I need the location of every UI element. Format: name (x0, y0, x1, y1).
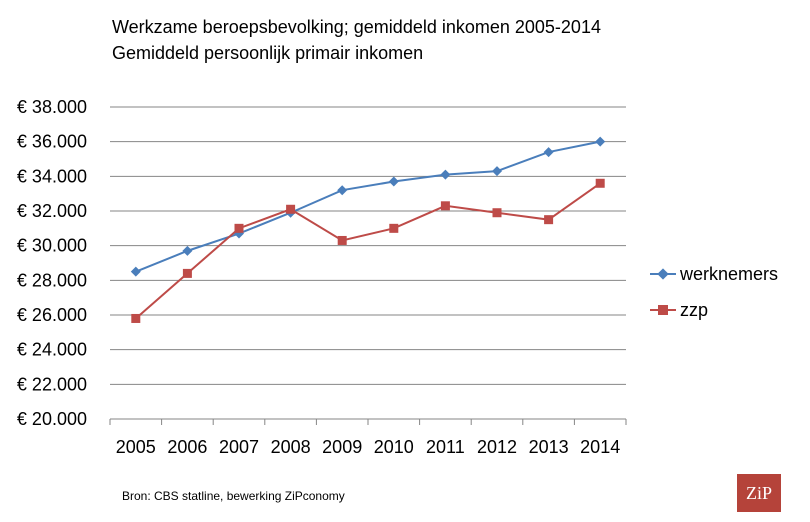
x-tick-label-2010: 2010 (374, 437, 414, 457)
y-tick-label-26000: € 26.000 (17, 305, 87, 325)
legend-swatch-werknemers (650, 267, 676, 281)
point-werknemers-2013 (543, 147, 554, 158)
point-zzp-2006 (182, 268, 192, 278)
point-werknemers-2005 (130, 266, 141, 277)
y-tick-label-30000: € 30.000 (17, 236, 87, 256)
y-tick-label-34000: € 34.000 (17, 166, 87, 186)
y-tick-label-22000: € 22.000 (17, 374, 87, 394)
chart-subtitle: Gemiddeld persoonlijk primair inkomen (112, 43, 424, 63)
source-note: Bron: CBS statline, bewerking ZiPconomy (122, 489, 345, 503)
y-tick-label-24000: € 24.000 (17, 340, 87, 360)
chart-title-block: Werkzame beroepsbevolking; gemiddeld ink… (112, 14, 601, 66)
point-zzp-2007 (234, 223, 244, 233)
y-tick-label-36000: € 36.000 (17, 132, 87, 152)
zip-logo: ZiP (737, 474, 781, 512)
point-werknemers-2014 (595, 136, 606, 147)
chart-legend: werknemers zzp (650, 256, 778, 328)
point-zzp-2009 (337, 235, 347, 245)
y-tick-label-32000: € 32.000 (17, 201, 87, 221)
legend-label-werknemers: werknemers (680, 263, 779, 284)
point-zzp-2005 (131, 313, 141, 323)
point-werknemers-2011 (440, 169, 451, 180)
y-tick-label-20000: € 20.000 (17, 409, 87, 429)
point-werknemers-2009 (337, 185, 348, 196)
x-tick-label-2007: 2007 (219, 437, 259, 457)
legend-swatch-zzp (650, 303, 676, 317)
point-werknemers-2006 (182, 245, 193, 256)
x-tick-label-2009: 2009 (322, 437, 362, 457)
point-zzp-2013 (544, 215, 554, 225)
x-tick-label-2006: 2006 (167, 437, 207, 457)
x-tick-label-2012: 2012 (477, 437, 517, 457)
y-tick-label-38000: € 38.000 (17, 97, 87, 117)
series-line-zzp (135, 182, 601, 320)
x-tick-label-2011: 2011 (426, 437, 465, 457)
x-tick-label-2005: 2005 (116, 437, 156, 457)
x-tick-label-2008: 2008 (271, 437, 311, 457)
point-werknemers-2012 (492, 166, 502, 177)
y-tick-label-28000: € 28.000 (17, 270, 87, 290)
point-werknemers-2010 (388, 176, 399, 187)
point-zzp-2014 (595, 178, 605, 188)
point-zzp-2012 (492, 208, 502, 218)
x-tick-label-2014: 2014 (580, 437, 620, 457)
series-line-werknemers (135, 140, 601, 273)
legend-item-zzp: zzp (650, 292, 778, 328)
point-zzp-2011 (440, 201, 450, 211)
point-zzp-2008 (286, 204, 296, 214)
point-zzp-2010 (389, 223, 399, 233)
x-tick-label-2013: 2013 (529, 437, 569, 457)
chart-title: Werkzame beroepsbevolking; gemiddeld ink… (112, 17, 601, 37)
legend-label-zzp: zzp (680, 299, 709, 320)
legend-item-werknemers: werknemers (650, 256, 778, 292)
